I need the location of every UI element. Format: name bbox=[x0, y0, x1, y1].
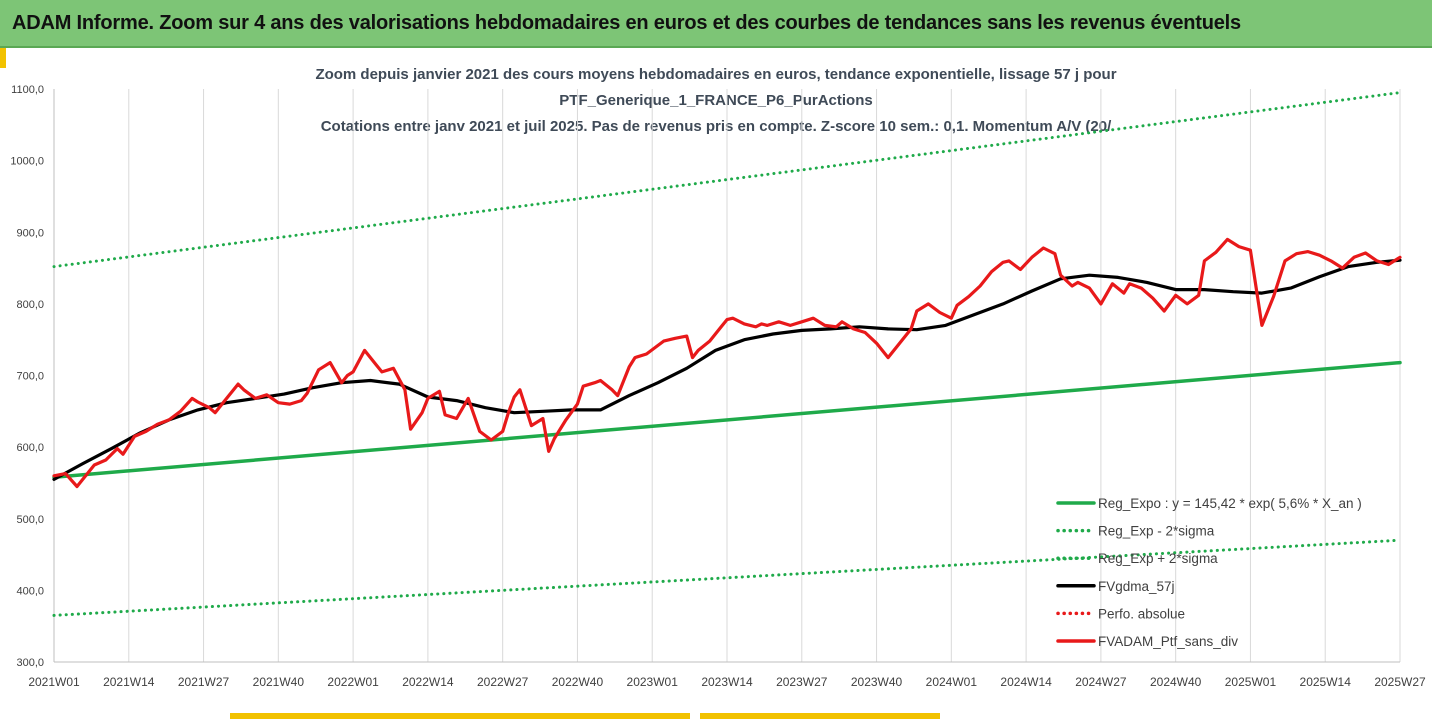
chart-area: Zoom depuis janvier 2021 des cours moyen… bbox=[0, 50, 1432, 719]
x-tick-label: 2021W14 bbox=[103, 675, 155, 689]
x-tick-label: 2025W01 bbox=[1225, 675, 1277, 689]
legend-label: Reg_Exp + 2*sigma bbox=[1098, 551, 1218, 566]
legend-label: Reg_Expo : y = 145,42 * exp( 5,6% * X_an… bbox=[1098, 496, 1362, 511]
series-line-3 bbox=[52, 258, 1402, 481]
x-tick-label: 2022W27 bbox=[477, 675, 529, 689]
series-line-5 bbox=[52, 237, 1402, 489]
y-tick-label: 300,0 bbox=[16, 657, 44, 669]
bottom-accent-bar bbox=[230, 713, 690, 719]
legend-label: Reg_Exp - 2*sigma bbox=[1098, 524, 1215, 539]
legend-label: Perfo. absolue bbox=[1098, 606, 1185, 621]
legend-label: FVgdma_57j bbox=[1098, 579, 1175, 594]
x-tick-label: 2022W40 bbox=[552, 675, 604, 689]
x-tick-label: 2023W14 bbox=[701, 675, 753, 689]
y-tick-label: 700,0 bbox=[16, 371, 44, 383]
report-banner: ADAM Informe. Zoom sur 4 ans des valoris… bbox=[0, 0, 1432, 48]
x-tick-label: 2024W40 bbox=[1150, 675, 1202, 689]
x-tick-label: 2022W14 bbox=[402, 675, 454, 689]
x-tick-label: 2021W01 bbox=[28, 675, 80, 689]
x-tick-label: 2021W40 bbox=[253, 675, 305, 689]
chart-title-line-3: Cotations entre janv 2021 et juil 2025. … bbox=[320, 118, 1112, 135]
x-tick-label: 2022W01 bbox=[327, 675, 379, 689]
legend-label: FVADAM_Ptf_sans_div bbox=[1098, 634, 1238, 649]
x-tick-label: 2024W01 bbox=[926, 675, 978, 689]
y-tick-label: 400,0 bbox=[16, 585, 44, 597]
x-tick-label: 2023W27 bbox=[776, 675, 828, 689]
left-accent-bar bbox=[0, 48, 6, 68]
y-tick-label: 900,0 bbox=[16, 227, 44, 239]
x-tick-label: 2023W01 bbox=[627, 675, 679, 689]
y-tick-label: 500,0 bbox=[16, 514, 44, 526]
y-tick-label: 1100,0 bbox=[11, 84, 44, 96]
report-title: ADAM Informe. Zoom sur 4 ans des valoris… bbox=[12, 12, 1241, 34]
x-tick-label: 2021W27 bbox=[178, 675, 230, 689]
y-tick-label: 1000,0 bbox=[10, 156, 44, 168]
series-line-1 bbox=[52, 538, 1402, 617]
chart-title-line-1: Zoom depuis janvier 2021 des cours moyen… bbox=[315, 66, 1117, 83]
y-tick-label: 600,0 bbox=[16, 442, 44, 454]
y-tick-label: 800,0 bbox=[16, 299, 44, 311]
x-tick-label: 2024W14 bbox=[1000, 675, 1052, 689]
x-tick-label: 2023W40 bbox=[851, 675, 903, 689]
series-line-0 bbox=[52, 360, 1402, 479]
x-tick-label: 2025W14 bbox=[1300, 675, 1352, 689]
x-tick-label: 2025W27 bbox=[1374, 675, 1426, 689]
bottom-accent-bar bbox=[700, 713, 940, 719]
chart-title-line-2: PTF_Generique_1_FRANCE_P6_PurActions bbox=[559, 92, 873, 109]
x-tick-label: 2024W27 bbox=[1075, 675, 1127, 689]
series-line-2 bbox=[52, 91, 1402, 269]
